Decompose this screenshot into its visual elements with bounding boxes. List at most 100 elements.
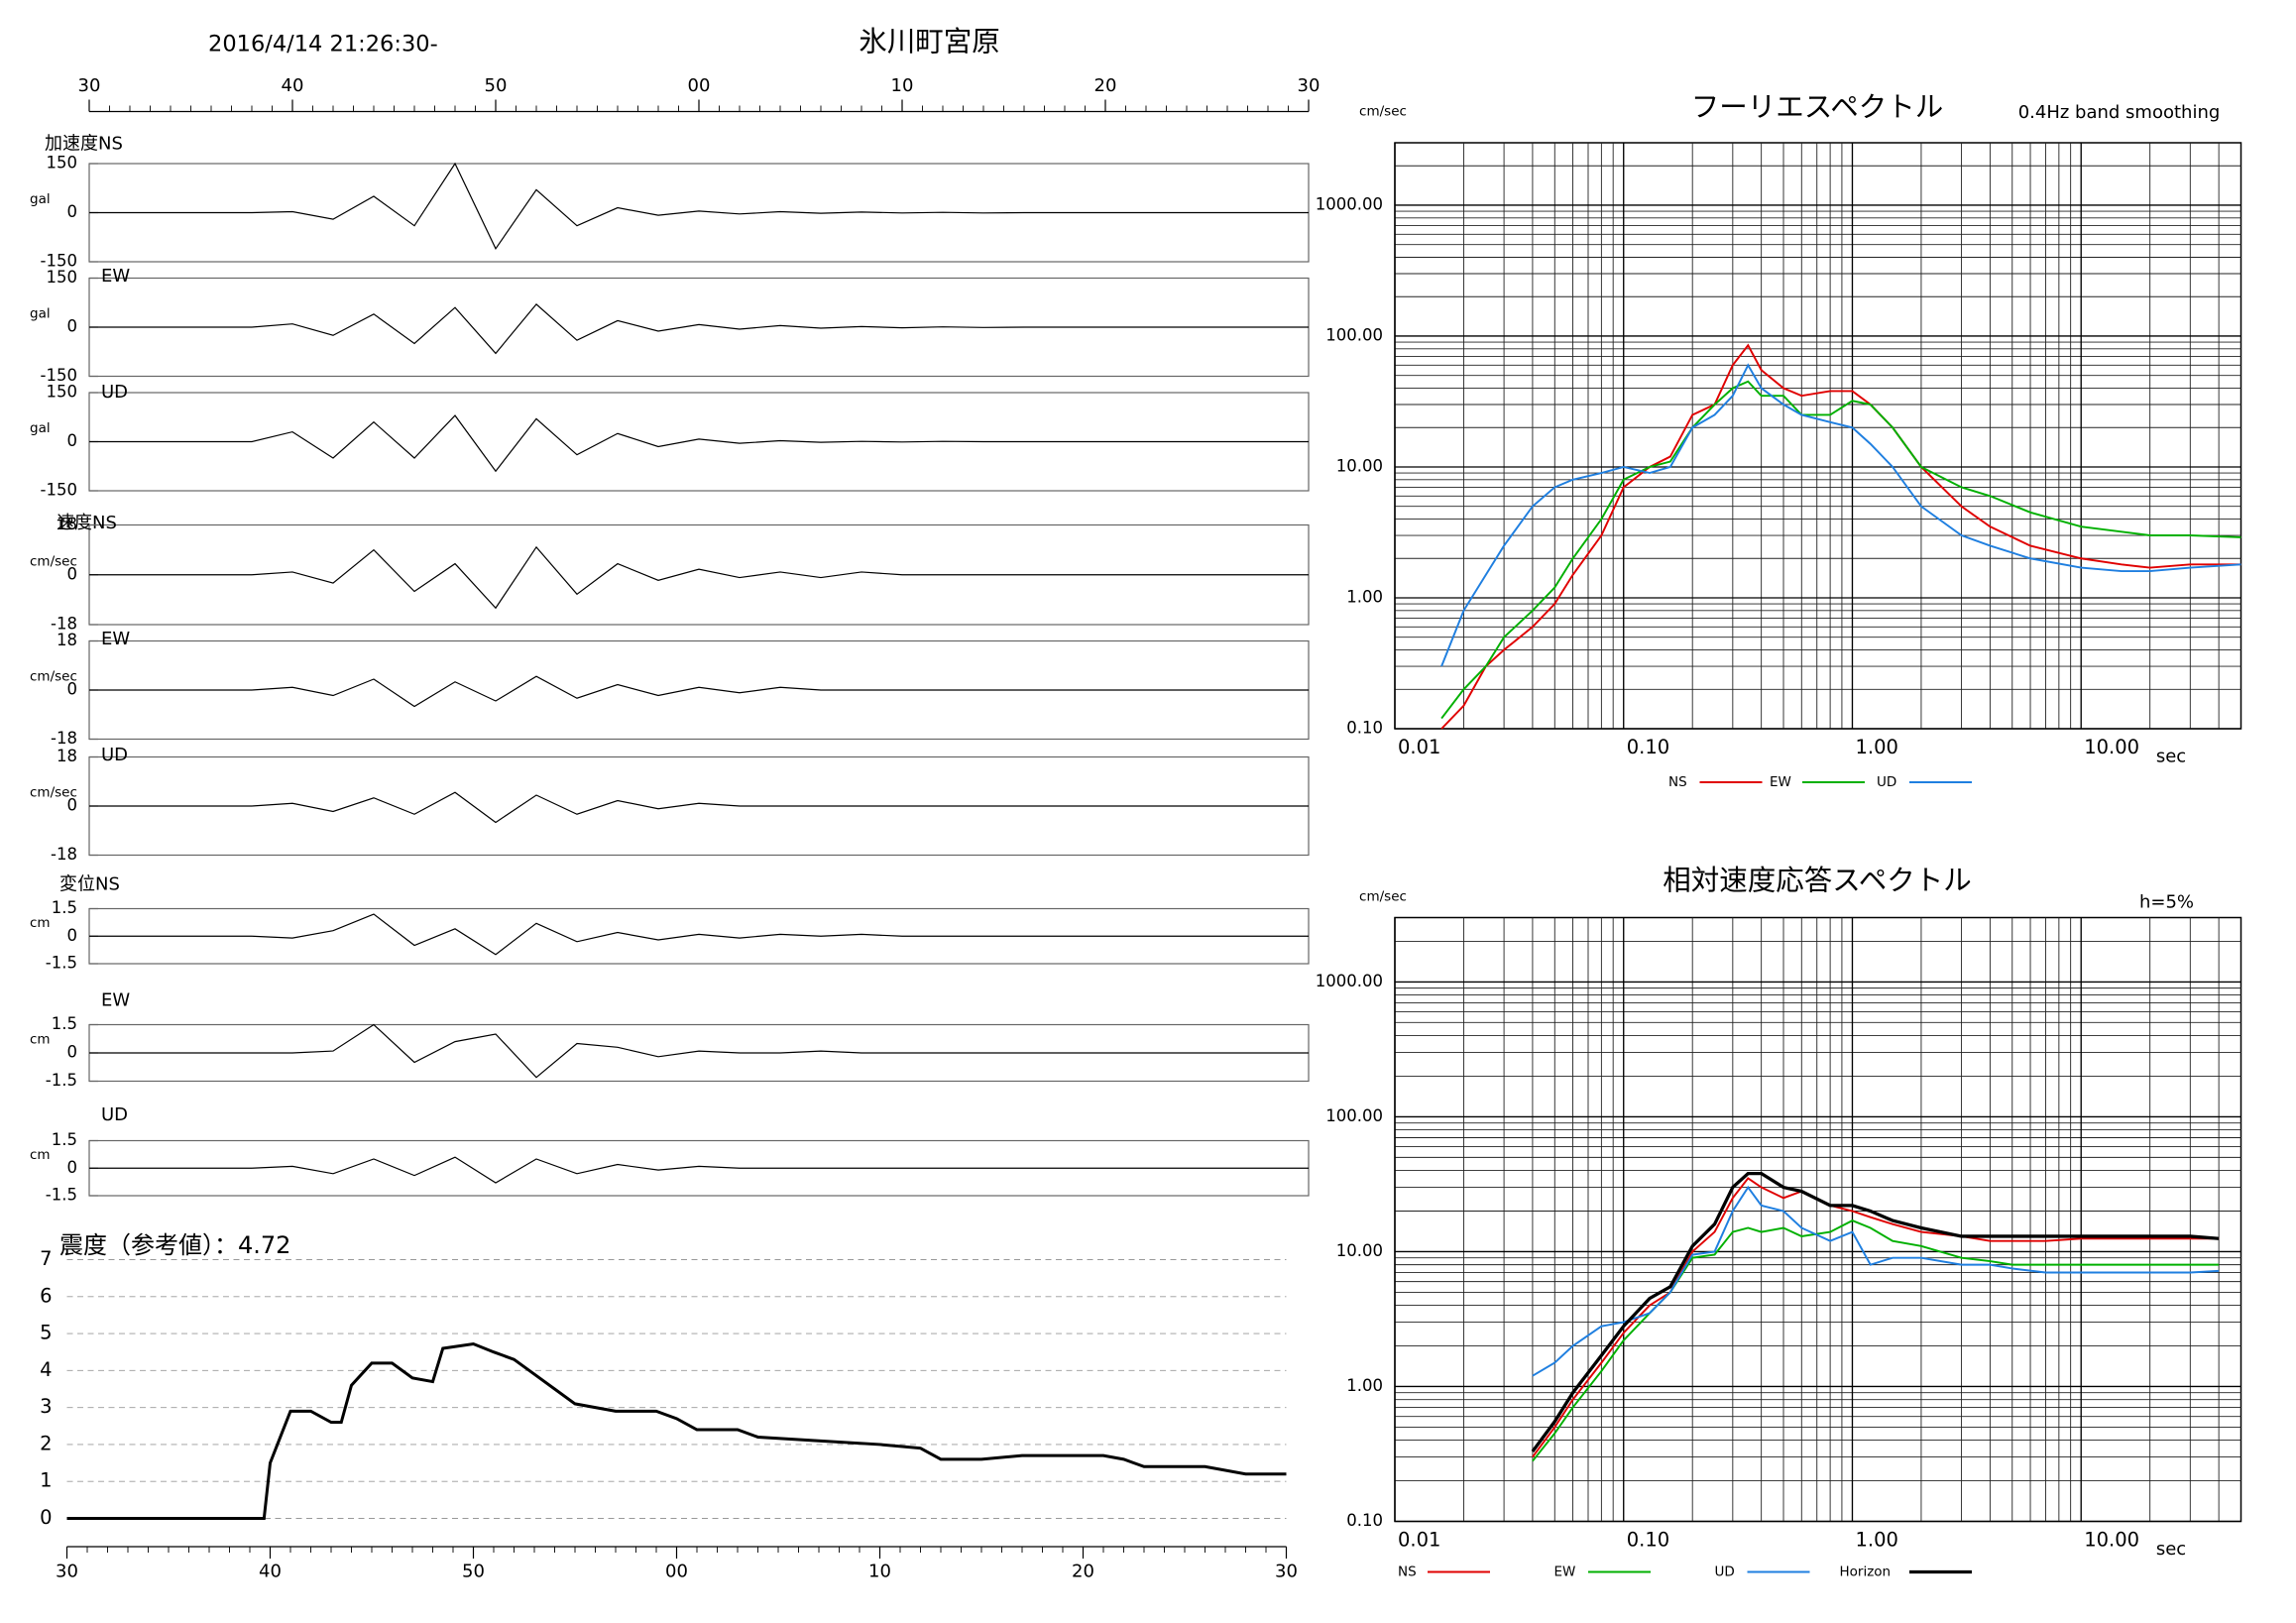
x-tick-label: 0.01: [1398, 736, 1440, 758]
waveform: [89, 162, 1309, 250]
x-tick-label: 1.00: [1855, 736, 1897, 758]
y-tick-label: 0.10: [1346, 719, 1383, 738]
legend-label: EW: [1770, 774, 1791, 790]
series-line: [1440, 363, 2241, 667]
y-tick-label: 1.00: [1346, 587, 1383, 606]
panel-label: 速度NS: [57, 513, 117, 533]
y-tick-label: 100.00: [1325, 325, 1383, 344]
chart-title: 震度（参考値）：4.72: [59, 1231, 290, 1259]
x-tick-label: 50: [462, 1562, 485, 1582]
x-tick-label: 10.00: [2084, 1529, 2139, 1552]
datetime: 2016/4/14 21:26:30-: [208, 32, 438, 58]
unit-label: cm/sec: [30, 553, 77, 569]
y-tick-label: 7: [40, 1247, 52, 1270]
y-tick-label: 0: [67, 926, 78, 945]
y-tick-label: 150: [47, 154, 78, 173]
y-tick-label: 0: [67, 680, 78, 699]
panel-label: UD: [101, 382, 128, 403]
legend-label: UD: [1877, 774, 1896, 790]
y-tick-label: 0: [67, 1043, 78, 1062]
plot-frame: [1394, 916, 2242, 1523]
subtitle: 0.4Hz band smoothing: [2018, 102, 2221, 123]
y-tick-label: -150: [41, 252, 77, 271]
waveform: [89, 545, 1309, 610]
y-tick-label: 100.00: [1325, 1106, 1383, 1125]
waveform: [89, 1156, 1309, 1184]
y-tick-label: 150: [47, 383, 78, 402]
y-tick-label: 0: [67, 431, 78, 450]
x-tick-label: 20: [1094, 75, 1117, 96]
x-tick-label: 0.01: [1398, 1529, 1440, 1552]
x-tick-label: 40: [282, 75, 304, 96]
y-tick-label: 0: [67, 796, 78, 815]
x-tick-label: 30: [1275, 1562, 1298, 1582]
x-tick-label: 10.00: [2084, 736, 2139, 758]
y-tick-label: 1: [40, 1469, 52, 1492]
x-axis-label: sec: [2156, 1539, 2186, 1560]
unit-label: cm: [30, 1147, 51, 1163]
waveform: [89, 303, 1309, 355]
legend-label: EW: [1554, 1565, 1576, 1580]
y-tick-label: 0: [67, 202, 78, 221]
x-tick-label: 50: [485, 75, 508, 96]
y-tick-label: 6: [40, 1284, 52, 1307]
y-tick-label: 150: [47, 268, 78, 287]
x-tick-label: 0.10: [1627, 1529, 1669, 1552]
waveform: [89, 414, 1309, 473]
y-tick-label: 3: [40, 1395, 52, 1418]
y-axis-label: cm/sec: [1359, 889, 1407, 905]
y-tick-label: 0.10: [1346, 1511, 1383, 1530]
y-tick-label: 0: [67, 1158, 78, 1177]
y-tick-label: 0: [40, 1506, 52, 1529]
y-tick-label: 10.00: [1336, 1241, 1383, 1260]
y-tick-label: -150: [41, 481, 77, 500]
legend-label: Horizon: [1840, 1565, 1892, 1580]
legend-label: UD: [1715, 1565, 1735, 1580]
y-tick-label: -1.5: [46, 1186, 77, 1205]
series-line: [1440, 380, 2241, 720]
chart-title: フーリエスペクトル: [1691, 91, 1944, 124]
panel-label: EW: [101, 990, 130, 1011]
y-tick-label: -150: [41, 366, 77, 385]
series-line: [1531, 1171, 2220, 1452]
station: 氷川町宮原: [859, 26, 1000, 58]
panel-label: UD: [101, 745, 128, 765]
unit-label: cm/sec: [30, 785, 77, 801]
annotation: h=5%: [2139, 892, 2194, 913]
x-tick-label: 20: [1072, 1562, 1094, 1582]
unit-label: gal: [30, 420, 51, 436]
waveform: [89, 913, 1309, 956]
chart-title: 相対速度応答スペクトル: [1663, 865, 1972, 897]
x-tick-label: 00: [688, 75, 711, 96]
legend-label: NS: [1668, 774, 1687, 790]
y-tick-label: 1000.00: [1316, 194, 1383, 213]
unit-label: cm: [30, 1032, 51, 1048]
y-tick-label: 5: [40, 1322, 52, 1344]
y-tick-label: 1.00: [1346, 1376, 1383, 1395]
y-tick-label: 18: [57, 515, 77, 533]
y-tick-label: 18: [57, 631, 77, 649]
x-tick-label: 10: [891, 75, 914, 96]
series-line: [1532, 1219, 2220, 1462]
panel-label: EW: [101, 629, 130, 649]
y-tick-label: 1.5: [52, 898, 77, 917]
unit-label: gal: [30, 191, 51, 207]
plot-frame: [1394, 142, 2242, 730]
unit-label: cm/sec: [30, 669, 77, 685]
waveform: [89, 1023, 1309, 1079]
waveform: [89, 791, 1309, 824]
panel-label: UD: [101, 1104, 128, 1125]
y-tick-label: 0: [67, 317, 78, 336]
y-tick-label: 1.5: [52, 1130, 77, 1149]
unit-label: gal: [30, 306, 51, 322]
unit-label: cm: [30, 915, 51, 931]
y-tick-label: 18: [57, 747, 77, 765]
y-tick-label: -18: [51, 729, 77, 748]
y-tick-label: -18: [51, 845, 77, 864]
series-line: [1532, 1185, 2220, 1377]
panel-label: 変位NS: [59, 874, 120, 895]
legend-label: NS: [1398, 1565, 1417, 1580]
x-tick-label: 30: [1298, 75, 1320, 96]
